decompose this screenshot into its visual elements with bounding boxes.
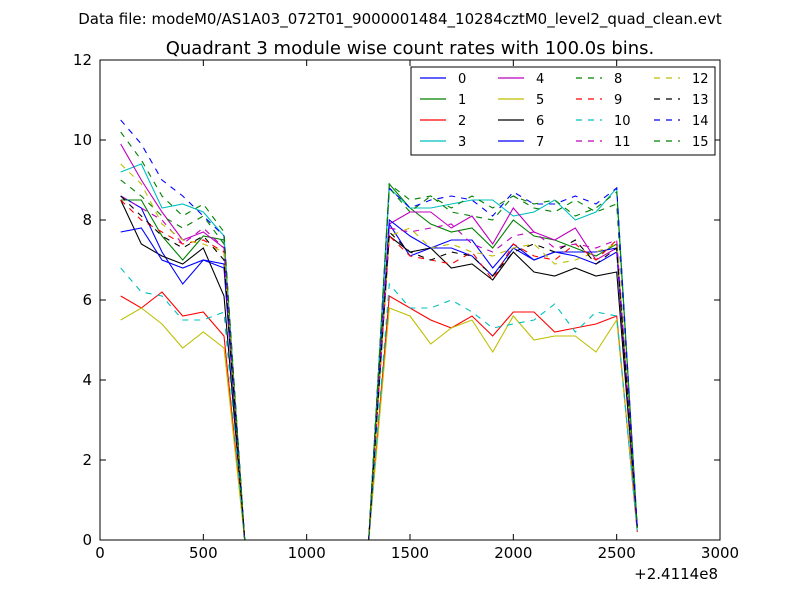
series-layer [120,119,638,541]
legend-label-15: 15 [692,135,709,150]
y-tick-label: 8 [82,211,92,229]
x-axis: 0 500 1000 1500 2000 2500 3000 [95,60,739,562]
legend-label-3: 3 [458,135,466,150]
legend-label-13: 13 [692,93,709,108]
x-offset-label: +2.4114e8 [634,565,718,583]
series-line-13 [120,195,638,541]
x-tick-label: 3000 [701,544,739,562]
legend-label-4: 4 [536,72,544,87]
x-tick-label: 1000 [288,544,326,562]
chart-suptitle: Data file: modeM0/AS1A03_072T01_90000014… [78,10,722,29]
legend-label-9: 9 [614,93,622,108]
legend-label-1: 1 [458,93,466,108]
series-line-5 [120,307,638,541]
series-line-10 [120,267,638,541]
legend-box [410,66,716,156]
legend-label-7: 7 [536,135,544,150]
series-line-14 [120,119,638,541]
legend-label-5: 5 [536,93,544,108]
legend-label-12: 12 [692,72,709,87]
chart-title: Quadrant 3 module wise count rates with … [166,38,655,59]
x-tick-label: 2500 [598,544,636,562]
y-tick-label: 6 [82,291,92,309]
legend-label-14: 14 [692,114,709,129]
legend-label-2: 2 [458,114,466,129]
y-tick-label: 10 [73,131,92,149]
legend-label-6: 6 [536,114,544,129]
series-line-11 [120,195,638,541]
series-line-15 [120,131,638,541]
series-line-12 [120,163,638,541]
legend-label-0: 0 [458,72,466,87]
legend-label-11: 11 [614,135,631,150]
y-tick-label: 2 [82,451,92,469]
x-tick-label: 2000 [494,544,532,562]
y-tick-label: 0 [82,531,92,549]
legend-label-8: 8 [614,72,622,87]
series-line-3 [120,163,638,541]
y-tick-label: 4 [82,371,92,389]
x-tick-label: 500 [189,544,218,562]
x-tick-label: 0 [95,544,105,562]
x-tick-label: 1500 [391,544,429,562]
y-tick-label: 12 [73,51,92,69]
legend-label-10: 10 [614,114,631,129]
